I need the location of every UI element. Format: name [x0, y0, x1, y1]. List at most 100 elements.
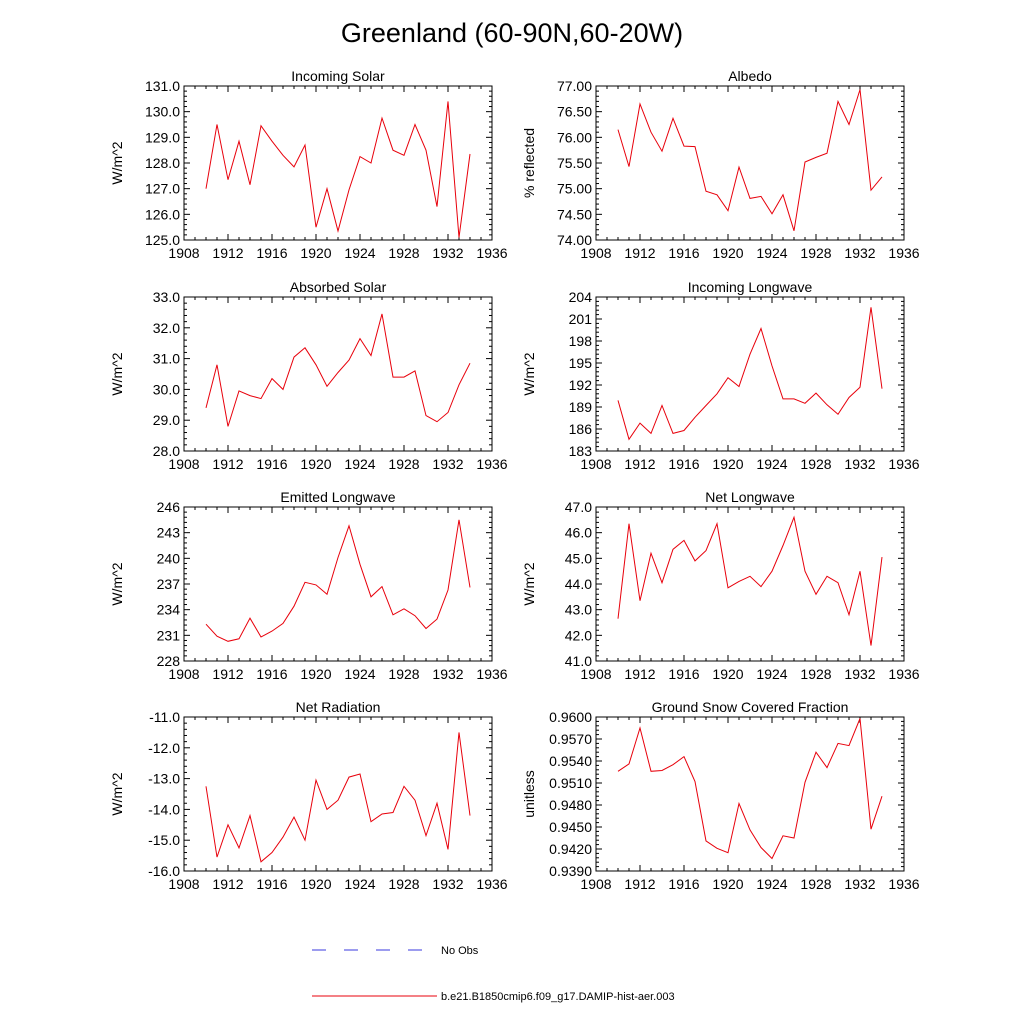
x-tick-label: 1916: [668, 456, 699, 472]
y-tick-label: -16.0: [148, 863, 180, 879]
x-tick-label: 1928: [800, 245, 831, 261]
panel-title: Incoming Longwave: [688, 279, 813, 295]
y-tick-label: -11.0: [149, 709, 180, 725]
y-tick-label: 43.0: [565, 602, 592, 618]
series-line: [617, 718, 883, 860]
x-tick-label: 1936: [476, 245, 507, 261]
y-axis-label: W/m^2: [109, 141, 125, 184]
series-line: [205, 519, 471, 642]
x-tick-label: 1928: [388, 245, 419, 261]
y-tick-label: 46.0: [565, 525, 592, 541]
x-tick-label: 1920: [300, 876, 331, 892]
x-tick-label: 1928: [388, 666, 419, 682]
y-tick-label: 74.50: [557, 206, 592, 222]
x-tick-label: 1932: [844, 245, 875, 261]
y-tick-label: 0.9540: [549, 753, 592, 769]
x-tick-label: 1916: [668, 666, 699, 682]
x-tick-label: 1908: [580, 245, 611, 261]
x-tick-label: 1916: [256, 666, 287, 682]
x-tick-label: 1932: [432, 876, 463, 892]
legend-no-obs-label: No Obs: [441, 945, 479, 957]
x-tick-label: 1920: [712, 876, 743, 892]
x-tick-label: 1912: [212, 876, 243, 892]
y-tick-label: 128.0: [145, 155, 180, 171]
panel-title: Net Longwave: [705, 489, 795, 505]
series-line: [205, 313, 471, 427]
y-tick-label: 240: [157, 550, 181, 566]
y-tick-label: 75.00: [557, 181, 592, 197]
y-tick-label: 33.0: [153, 289, 180, 305]
y-tick-label: -12.0: [148, 740, 180, 756]
y-tick-label: 0.9480: [549, 797, 592, 813]
panel-title: Ground Snow Covered Fraction: [652, 699, 849, 715]
x-tick-label: 1932: [432, 245, 463, 261]
y-axis-label: % reflected: [521, 128, 537, 198]
y-tick-label: -14.0: [148, 801, 180, 817]
y-tick-label: 234: [157, 602, 181, 618]
y-tick-label: 186: [569, 421, 593, 437]
y-tick-label: 228: [157, 653, 181, 669]
panel-3: Incoming Longwave W/m^2 1908 1912 1916 1920 19…: [521, 279, 920, 472]
y-tick-label: 130.0: [145, 104, 180, 120]
x-tick-label: 1924: [756, 456, 787, 472]
x-tick-label: 1908: [580, 876, 611, 892]
plot-frame: [183, 296, 493, 452]
x-tick-label: 1928: [800, 666, 831, 682]
x-tick-label: 1912: [624, 456, 655, 472]
plot-frame: [183, 506, 493, 662]
y-tick-label: 126.0: [145, 206, 180, 222]
y-tick-label: 246: [157, 499, 181, 515]
x-tick-label: 1912: [624, 666, 655, 682]
panel-1: Albedo % reflected 1908 1912 1916 1920 1924 192…: [521, 68, 920, 261]
x-tick-label: 1912: [624, 876, 655, 892]
x-tick-label: 1912: [212, 666, 243, 682]
panel-6: Net Radiation W/m^2 1908 1912 1916 1920 1924 19…: [109, 699, 508, 892]
x-tick-label: 1924: [344, 666, 375, 682]
y-tick-label: 28.0: [153, 443, 180, 459]
y-tick-label: 198: [569, 333, 593, 349]
y-axis-label: W/m^2: [109, 352, 125, 395]
y-tick-label: 0.9450: [549, 819, 592, 835]
y-tick-label: 237: [157, 576, 181, 592]
x-tick-label: 1928: [388, 456, 419, 472]
x-tick-label: 1924: [344, 456, 375, 472]
y-tick-label: 204: [569, 289, 593, 305]
x-tick-label: 1916: [668, 245, 699, 261]
x-tick-label: 1920: [300, 666, 331, 682]
x-tick-label: 1932: [432, 666, 463, 682]
x-tick-label: 1908: [168, 666, 199, 682]
plot-frame: [183, 85, 493, 241]
y-tick-label: 195: [569, 355, 593, 371]
y-axis-label: W/m^2: [521, 352, 537, 395]
y-tick-label: 29.0: [153, 412, 180, 428]
x-tick-label: 1936: [476, 456, 507, 472]
x-tick-label: 1932: [844, 876, 875, 892]
y-tick-label: 47.0: [565, 499, 592, 515]
y-tick-label: 76.50: [557, 104, 592, 120]
panel-title: Emitted Longwave: [280, 489, 395, 505]
y-tick-label: 0.9390: [549, 863, 592, 879]
panel-2: Absorbed Solar W/m^2 1908 1912 1916 1920 1924 1…: [109, 279, 508, 472]
series-line: [205, 101, 471, 238]
y-tick-label: -15.0: [148, 832, 180, 848]
x-tick-label: 1908: [168, 876, 199, 892]
x-tick-label: 1908: [580, 666, 611, 682]
y-axis-label: unitless: [521, 770, 537, 817]
y-tick-label: 41.0: [565, 653, 592, 669]
x-tick-label: 1924: [756, 245, 787, 261]
x-tick-label: 1920: [712, 245, 743, 261]
y-tick-label: 192: [569, 377, 593, 393]
x-tick-label: 1916: [256, 245, 287, 261]
x-tick-label: 1924: [344, 245, 375, 261]
y-tick-label: 44.0: [565, 576, 592, 592]
y-axis-label: W/m^2: [109, 772, 125, 815]
panel-title: Absorbed Solar: [290, 279, 387, 295]
x-tick-label: 1908: [168, 245, 199, 261]
x-tick-label: 1936: [476, 876, 507, 892]
x-tick-label: 1912: [212, 245, 243, 261]
y-tick-label: 76.00: [557, 129, 592, 145]
y-tick-label: 31.0: [153, 351, 180, 367]
y-tick-label: 32.0: [153, 320, 180, 336]
x-tick-label: 1928: [388, 876, 419, 892]
